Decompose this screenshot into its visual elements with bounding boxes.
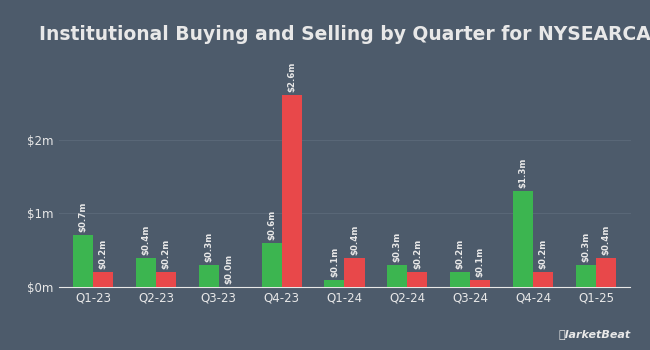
Bar [281, 96, 302, 287]
Text: $0.2m: $0.2m [413, 239, 422, 269]
Bar [533, 272, 553, 287]
Bar [387, 265, 408, 287]
Text: $0.7m: $0.7m [79, 202, 88, 232]
Text: $0.6m: $0.6m [267, 210, 276, 240]
Bar [450, 272, 470, 287]
Bar [324, 280, 345, 287]
Text: $0.2m: $0.2m [161, 239, 170, 269]
Text: $0.0m: $0.0m [224, 254, 233, 284]
Bar [470, 280, 490, 287]
Text: $0.1m: $0.1m [476, 246, 485, 277]
Text: $0.2m: $0.2m [539, 239, 548, 269]
Text: $0.2m: $0.2m [456, 239, 465, 269]
Bar [408, 272, 428, 287]
Text: $0.3m: $0.3m [393, 232, 402, 262]
Bar [93, 272, 113, 287]
Bar [576, 265, 596, 287]
Text: $0.4m: $0.4m [141, 224, 150, 254]
Bar [513, 191, 533, 287]
Text: $1.3m: $1.3m [519, 158, 528, 188]
Text: Institutional Buying and Selling by Quarter for NYSEARCA:ONEV: Institutional Buying and Selling by Quar… [39, 25, 650, 43]
Bar [156, 272, 176, 287]
Text: $0.2m: $0.2m [99, 239, 108, 269]
Bar [136, 258, 156, 287]
Bar [261, 243, 281, 287]
Text: $0.3m: $0.3m [581, 232, 590, 262]
Text: $0.1m: $0.1m [330, 246, 339, 277]
Text: $0.4m: $0.4m [601, 224, 610, 254]
Text: $2.6m: $2.6m [287, 62, 296, 92]
Text: $0.4m: $0.4m [350, 224, 359, 254]
Text: ⽊larketBeat: ⽊larketBeat [558, 329, 630, 340]
Bar [344, 258, 365, 287]
Bar [73, 236, 93, 287]
Bar [199, 265, 219, 287]
Bar [596, 258, 616, 287]
Text: $0.3m: $0.3m [204, 232, 213, 262]
